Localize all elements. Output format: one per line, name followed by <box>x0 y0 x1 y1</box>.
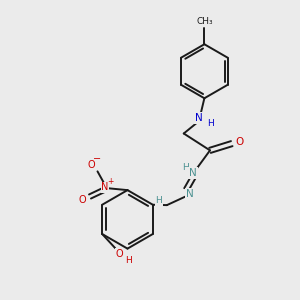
Text: O: O <box>79 195 86 205</box>
Text: H: H <box>125 256 132 265</box>
Text: CH₃: CH₃ <box>196 16 213 26</box>
Text: H: H <box>182 163 189 172</box>
Text: H: H <box>155 196 162 205</box>
Text: O: O <box>116 249 124 259</box>
Text: N: N <box>101 182 109 193</box>
Text: N: N <box>195 113 202 123</box>
Text: H: H <box>207 119 214 128</box>
Text: +: + <box>107 177 114 186</box>
Text: O: O <box>88 160 95 170</box>
Text: N: N <box>189 168 197 178</box>
Text: N: N <box>186 189 194 199</box>
Text: O: O <box>236 137 244 147</box>
Text: −: − <box>93 154 101 164</box>
